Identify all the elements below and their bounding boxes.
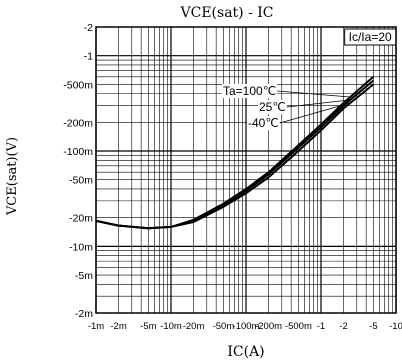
x-tick-label: -10m [160, 321, 182, 332]
x-axis-label: IC(A) [227, 344, 264, 360]
y-tick-label: -10m [69, 241, 93, 253]
series-line [95, 79, 375, 230]
chart-title: VCE(sat) - IC [180, 5, 274, 21]
grid-lines [95, 26, 397, 314]
series-label-bg [247, 116, 280, 130]
y-tick-label: -20m [69, 213, 93, 225]
series-leader-line [277, 90, 352, 98]
x-tick-label: -20m [183, 321, 205, 332]
series-label: Ta=100℃ [223, 84, 276, 98]
x-tick-label: -1m [88, 321, 104, 332]
series-leader-line [279, 102, 352, 124]
x-tick-label: -10 [389, 321, 402, 332]
y-tick-label: -2 [84, 22, 93, 34]
y-tick-label: -200m [63, 117, 93, 129]
condition-box: Ic/Ia=20 [344, 28, 397, 46]
y-axis-label: VCE(sat)(V) [5, 137, 20, 216]
x-tick-label: -50m [213, 321, 235, 332]
y-tick-label: -100m [63, 146, 93, 158]
series-line [95, 76, 375, 230]
x-tick-label: -5 [369, 321, 377, 332]
tick-labels: -1m -2m -5m -10m -20m -50m-100m-200m -500m -1 -2… [63, 22, 402, 332]
y-tick-label: -500m [63, 79, 93, 91]
y-tick-label: -50m [69, 175, 93, 187]
x-tick-label: -100m [233, 321, 260, 332]
y-tick-label: -5m [75, 270, 93, 282]
y-tick-label: -1 [84, 51, 93, 63]
series-line [95, 83, 375, 230]
x-tick-label: -2 [339, 321, 347, 332]
x-tick-label: -200m [255, 321, 282, 332]
condition-label: Ic/Ia=20 [349, 30, 392, 44]
series-labels: Ta=100℃ 25℃ -40℃ Ic/Ia=20 [222, 28, 397, 130]
plot-frame [95, 26, 397, 314]
x-tick-label: -500m [285, 321, 312, 332]
series-label-bg [258, 100, 287, 114]
series-leader-line [286, 99, 352, 108]
x-tick-label: -1 [317, 321, 325, 332]
x-tick-label: -5m [140, 321, 156, 332]
series-label: 25℃ [259, 100, 286, 114]
series-label-bg [222, 84, 278, 98]
series-label: -40℃ [248, 116, 279, 130]
y-tick-label: -2m [75, 308, 93, 320]
series-lines [95, 76, 375, 230]
x-tick-label: -2m [110, 321, 126, 332]
